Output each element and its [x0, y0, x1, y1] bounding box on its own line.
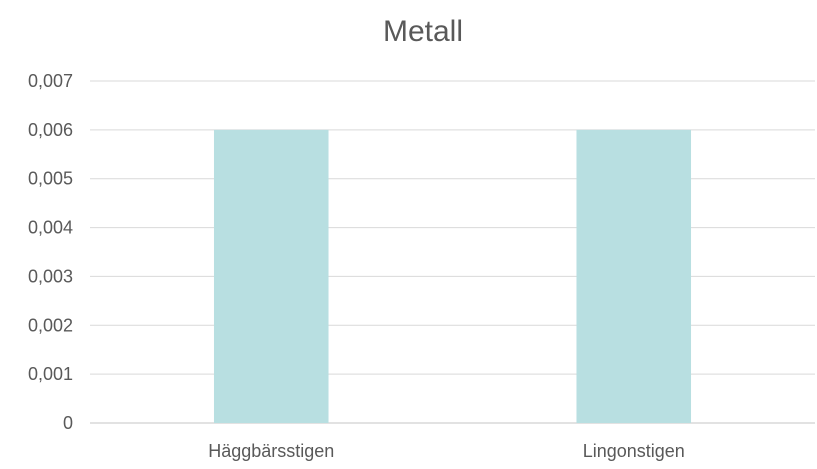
x-axis-category-labels: Häggbärsstigen Lingonstigen: [208, 441, 685, 461]
chart-title: Metall: [383, 15, 463, 48]
bar-h-ggb-rsstigen: [213, 129, 329, 423]
y-tick-label: 0,002: [28, 315, 73, 335]
x-category-label: Lingonstigen: [583, 441, 685, 461]
bars: [213, 129, 692, 423]
y-tick-label: 0,003: [28, 266, 73, 286]
bar-lingonstigen: [576, 129, 692, 423]
x-category-label: Häggbärsstigen: [208, 441, 334, 461]
gridlines: [90, 80, 815, 424]
y-tick-label: 0,004: [28, 218, 73, 238]
y-tick-label: 0,001: [28, 364, 73, 384]
y-tick-label: 0,005: [28, 169, 73, 189]
y-tick-label: 0,007: [28, 71, 73, 91]
y-tick-label: 0: [63, 413, 73, 433]
y-tick-label: 0,006: [28, 120, 73, 140]
y-axis-tick-labels: 0 0,001 0,002 0,003 0,004 0,005 0,006 0,007: [28, 71, 73, 433]
